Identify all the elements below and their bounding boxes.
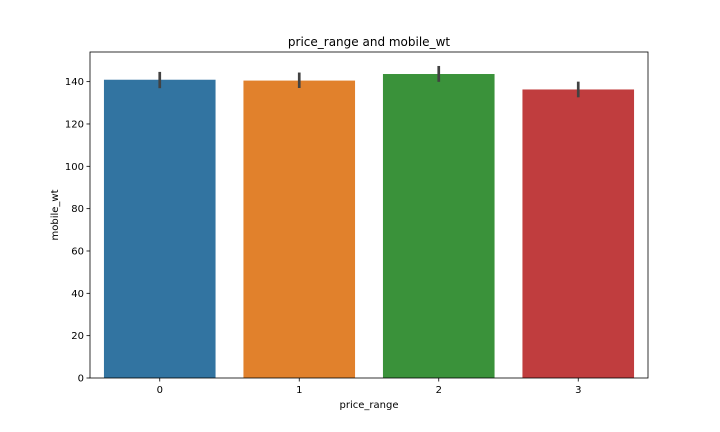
bar-3: [522, 89, 635, 378]
x-tick-label: 0: [157, 385, 163, 396]
x-axis-label: price_range: [340, 400, 399, 411]
plot-frame: [89, 51, 649, 379]
y-tick-label: 100: [65, 162, 84, 173]
bar-1: [243, 80, 356, 379]
y-tick-label: 20: [71, 331, 84, 342]
y-axis-ticks: 0 20 40 60 80 100 120 140: [65, 77, 90, 385]
y-tick-label: 140: [65, 77, 84, 88]
chart-title: price_range and mobile_wt: [288, 35, 450, 49]
y-tick-label: 0: [78, 374, 84, 385]
x-axis-ticks: 0 1 2 3: [157, 378, 581, 396]
y-tick-label: 60: [71, 246, 84, 257]
y-tick-label: 40: [71, 289, 84, 300]
y-tick-label: 80: [71, 204, 84, 215]
bar-series: [103, 74, 635, 379]
x-tick-label: 2: [436, 385, 442, 396]
x-tick-label: 3: [575, 385, 581, 396]
x-tick-label: 1: [296, 385, 302, 396]
bar-2: [382, 74, 495, 378]
bar-0: [103, 79, 216, 378]
y-tick-label: 120: [65, 119, 84, 130]
y-axis-label: mobile_wt: [50, 189, 61, 240]
error-bars: [158, 65, 580, 98]
